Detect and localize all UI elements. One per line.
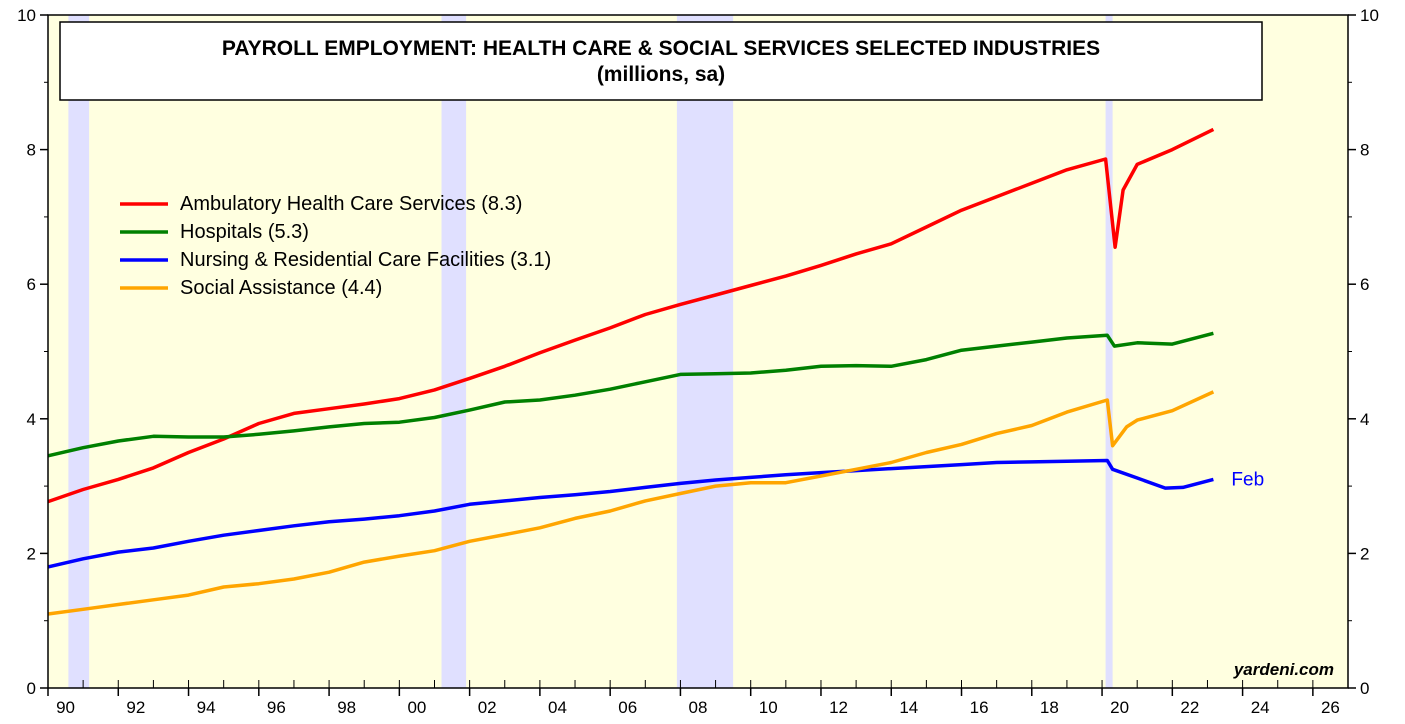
- series-line: [47, 331, 1214, 458]
- source: yardeni.com: [1233, 660, 1334, 679]
- recession-band: [68, 15, 90, 688]
- legend-label: Social Assistance (4.4): [180, 277, 382, 299]
- y2-tick-label: 6: [1360, 275, 1369, 294]
- y2-tick-label: 4: [1360, 410, 1369, 429]
- x-tick-label: 12: [829, 698, 848, 717]
- x-tick-label: 18: [1040, 698, 1059, 717]
- series-line: [47, 458, 1214, 569]
- legend-label: Hospitals (5.3): [180, 221, 309, 243]
- x-tick-label: 98: [337, 698, 356, 717]
- y-tick-label: 0: [27, 679, 36, 698]
- x-tick-label: 92: [126, 698, 145, 717]
- y-tick-label: 10: [17, 6, 36, 25]
- x-tick-label: 90: [56, 698, 75, 717]
- x-tick-label: 22: [1180, 698, 1199, 717]
- x-tick-label: 02: [478, 698, 497, 717]
- recession-band: [676, 15, 734, 688]
- x-tick-label: 20: [1110, 698, 1129, 717]
- chart-subtitle: (millions, sa): [597, 63, 725, 86]
- x-tick-label: 16: [970, 698, 989, 717]
- y2-tick-label: 2: [1360, 544, 1369, 563]
- recession-band: [441, 15, 467, 688]
- x-tick-label: 08: [689, 698, 708, 717]
- x-tick-label: 26: [1321, 698, 1340, 717]
- annotation: Feb: [1231, 469, 1264, 490]
- y-tick-label: 6: [27, 275, 36, 294]
- legend-label: Ambulatory Health Care Services (8.3): [180, 193, 522, 215]
- x-tick-label: 10: [759, 698, 778, 717]
- recession-band: [1105, 15, 1113, 688]
- chart-title: PAYROLL EMPLOYMENT: HEALTH CARE & SOCIAL…: [222, 37, 1100, 60]
- y2-tick-label: 8: [1360, 141, 1369, 160]
- y-tick-label: 4: [27, 410, 36, 429]
- series-line: [47, 390, 1215, 616]
- x-tick-label: 96: [267, 698, 286, 717]
- x-tick-label: 00: [407, 698, 426, 717]
- series-line: [47, 127, 1215, 504]
- y-tick-label: 8: [27, 141, 36, 160]
- y2-tick-label: 0: [1360, 679, 1369, 698]
- title-box: [59, 21, 1263, 101]
- y2-tick-label: 10: [1360, 6, 1379, 25]
- x-tick-label: 06: [618, 698, 637, 717]
- x-tick-label: 94: [197, 698, 216, 717]
- x-tick-label: 14: [899, 698, 918, 717]
- x-tick-label: 04: [548, 698, 567, 717]
- x-tick-label: 24: [1251, 698, 1270, 717]
- y-tick-label: 2: [27, 544, 36, 563]
- legend-label: Nursing & Residential Care Facilities (3…: [180, 249, 551, 271]
